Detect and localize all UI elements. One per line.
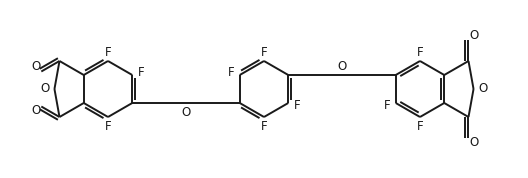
- Text: O: O: [182, 106, 191, 119]
- Text: F: F: [105, 46, 111, 59]
- Text: F: F: [261, 119, 267, 132]
- Text: O: O: [478, 82, 487, 96]
- Text: F: F: [228, 66, 234, 79]
- Text: F: F: [105, 119, 111, 132]
- Text: F: F: [261, 46, 267, 59]
- Text: O: O: [469, 136, 478, 149]
- Text: F: F: [294, 99, 300, 112]
- Text: F: F: [383, 99, 390, 112]
- Text: O: O: [31, 104, 41, 117]
- Text: F: F: [417, 46, 423, 59]
- Text: F: F: [417, 119, 423, 132]
- Text: O: O: [41, 82, 50, 96]
- Text: O: O: [31, 61, 41, 74]
- Text: O: O: [337, 59, 346, 72]
- Text: O: O: [469, 29, 478, 42]
- Text: F: F: [138, 66, 145, 79]
